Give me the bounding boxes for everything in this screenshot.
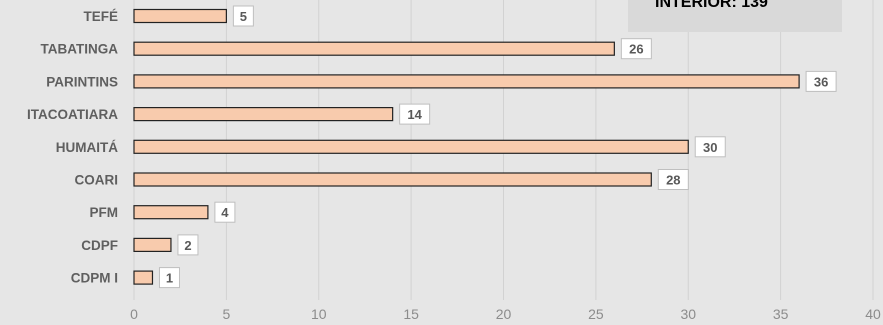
category-label: COARI (75, 173, 119, 188)
category-label: PARINTINS (46, 74, 118, 89)
bar (133, 74, 800, 89)
x-tick-label: 30 (680, 306, 696, 322)
data-label: 5 (240, 9, 247, 24)
bar (133, 8, 227, 24)
x-tick-label: 25 (588, 306, 604, 322)
data-label-box (214, 201, 236, 223)
x-tick-label: 5 (222, 306, 230, 322)
data-label: 28 (666, 173, 680, 188)
bar (133, 205, 209, 220)
bar (133, 237, 172, 252)
data-label: 14 (407, 107, 422, 122)
category-label: TABATINGA (41, 42, 119, 57)
data-label-box (399, 103, 431, 125)
bar (133, 172, 652, 187)
x-tick-label: 10 (311, 306, 327, 322)
data-label: 36 (814, 74, 828, 89)
data-label-box (657, 169, 689, 190)
x-axis-ticks: 0 5 10 15 20 25 30 35 40 (130, 306, 881, 322)
data-label: 4 (221, 205, 229, 220)
category-label: HUMAITÁ (56, 140, 118, 155)
data-label-box (805, 70, 837, 92)
x-tick-label: 35 (773, 306, 789, 322)
data-label-box (620, 38, 652, 60)
category-label: TEFÉ (83, 9, 118, 24)
data-label: 1 (166, 271, 173, 286)
annotation-box: INTERIOR: 139 (628, 0, 842, 32)
category-label: PFM (90, 205, 119, 220)
category-label: CDPM I (71, 271, 118, 286)
bar (133, 41, 615, 56)
x-tick-label: 40 (865, 306, 881, 322)
category-label: ITACOATIARA (27, 107, 118, 122)
data-label-box (177, 234, 199, 256)
data-label: 2 (184, 238, 191, 253)
data-label-box (158, 267, 180, 289)
data-label: 30 (703, 140, 717, 155)
x-tick-label: 15 (403, 306, 419, 322)
category-labels: TEFÉ TABATINGA PARINTINS ITACOATIARA HUMAITÁ… (27, 9, 118, 286)
bar (133, 106, 394, 122)
annotation-background (628, 0, 842, 32)
data-label-box (232, 5, 254, 27)
bars: 5 26 36 14 30 28 4 2 1 (133, 5, 837, 289)
x-tick-label: 0 (130, 306, 138, 322)
bar (133, 270, 154, 285)
data-label: 26 (629, 42, 643, 57)
annotation-total: INTERIOR: 139 (655, 0, 768, 11)
category-label: CDPF (81, 238, 118, 253)
data-label-box (694, 136, 726, 158)
bar (133, 139, 689, 154)
x-tick-label: 20 (496, 306, 512, 322)
